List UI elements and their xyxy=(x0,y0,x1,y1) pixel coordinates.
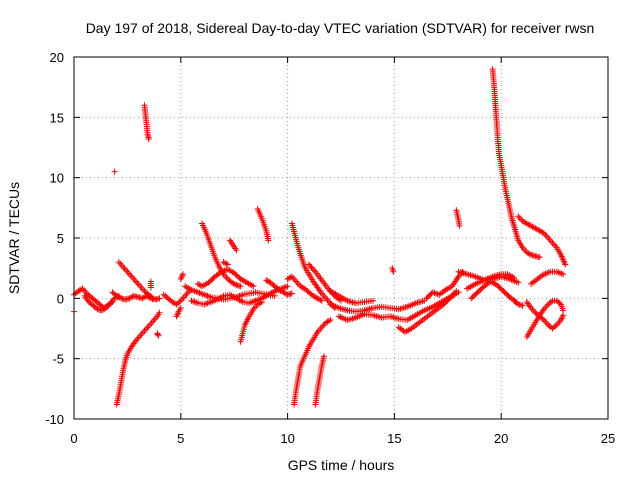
data-point xyxy=(556,300,563,307)
x-tick-label: 15 xyxy=(387,431,401,446)
data-point xyxy=(317,296,324,303)
data-point xyxy=(370,297,377,304)
y-tick-label: 20 xyxy=(50,50,64,65)
data-point xyxy=(224,261,231,268)
data-point xyxy=(548,298,555,305)
data-point xyxy=(78,286,85,293)
data-point xyxy=(156,295,163,302)
data-point xyxy=(284,283,291,290)
data-point xyxy=(305,261,312,268)
data-point xyxy=(552,323,559,330)
data-point xyxy=(308,264,315,271)
y-tick-label: 15 xyxy=(50,110,64,125)
data-point xyxy=(449,292,456,299)
data-point xyxy=(307,262,314,269)
axis-ticks: 0 5 10 15 20 25 -10 -5 0 5 10 15 20 xyxy=(45,50,615,446)
data-point xyxy=(448,293,455,300)
data-point xyxy=(237,283,244,290)
data-point xyxy=(511,274,518,281)
y-tick-label: -10 xyxy=(45,412,64,427)
data-point xyxy=(287,274,294,281)
data-point xyxy=(445,296,452,303)
data-point xyxy=(257,299,264,306)
data-point xyxy=(177,304,184,311)
data-point xyxy=(327,317,334,324)
data-point xyxy=(145,136,152,143)
data-point xyxy=(250,283,257,290)
data-point xyxy=(318,297,325,304)
data-point xyxy=(325,317,332,324)
data-point xyxy=(233,247,240,254)
data-point xyxy=(147,284,154,291)
y-axis-label: SDTVAR / TECUs xyxy=(6,182,22,294)
data-point xyxy=(320,353,327,360)
data-point xyxy=(154,331,161,338)
y-tick-label: 10 xyxy=(50,171,64,186)
x-tick-label: 25 xyxy=(601,431,615,446)
data-point xyxy=(456,222,463,229)
data-point xyxy=(155,332,162,339)
data-point xyxy=(223,260,230,267)
data-point xyxy=(526,251,533,258)
data-point xyxy=(265,237,272,244)
data-point xyxy=(560,271,567,278)
data-point xyxy=(539,315,546,322)
x-tick-label: 5 xyxy=(177,431,184,446)
data-point xyxy=(111,168,118,175)
data-point xyxy=(519,302,526,309)
data-point xyxy=(176,298,183,305)
data-point xyxy=(179,271,186,278)
x-axis-label: GPS time / hours xyxy=(288,457,395,473)
data-point xyxy=(231,281,238,288)
data-point xyxy=(536,254,543,261)
grid xyxy=(74,57,608,419)
x-tick-label: 20 xyxy=(494,431,508,446)
data-points xyxy=(71,66,569,408)
data-point xyxy=(156,309,163,316)
data-point xyxy=(515,279,522,286)
data-point xyxy=(390,268,397,275)
data-point xyxy=(453,288,460,295)
data-point xyxy=(258,298,265,305)
data-point xyxy=(309,265,316,272)
data-point xyxy=(288,290,295,297)
data-point xyxy=(116,294,123,301)
data-point xyxy=(452,289,459,296)
y-tick-label: -5 xyxy=(52,352,64,367)
x-tick-label: 10 xyxy=(280,431,294,446)
data-point xyxy=(560,312,567,319)
chart-title: Day 197 of 2018, Sidereal Day-to-day VTE… xyxy=(86,20,595,36)
data-point xyxy=(150,295,157,302)
y-tick-label: 5 xyxy=(57,231,64,246)
data-point xyxy=(311,267,318,274)
x-tick-label: 0 xyxy=(70,431,77,446)
data-point xyxy=(562,261,569,268)
y-tick-label: 0 xyxy=(57,291,64,306)
data-point xyxy=(450,290,457,297)
data-point xyxy=(148,294,155,301)
data-point xyxy=(446,295,453,302)
